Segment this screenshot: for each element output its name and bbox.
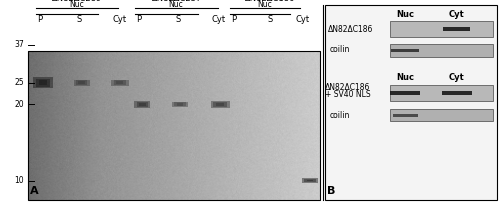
Bar [390,21,492,37]
Bar [307,180,313,181]
Bar [36,79,50,86]
Bar [392,49,419,52]
Bar [214,102,226,106]
Bar [216,103,224,106]
Bar [38,80,46,85]
Bar [390,109,492,121]
Text: Nuc: Nuc [258,0,272,9]
Bar [390,85,492,101]
Bar [392,114,417,117]
Text: 37: 37 [14,40,24,49]
Text: ΔN82ΔC186: ΔN82ΔC186 [325,83,370,92]
Text: S: S [268,15,272,24]
Bar [140,103,145,106]
Bar [32,77,52,88]
Text: A: A [30,186,38,196]
Text: Cyt: Cyt [448,73,464,82]
Text: Cyt: Cyt [448,10,464,19]
Text: S: S [176,15,180,24]
Bar [78,81,84,84]
Bar [114,80,126,85]
Text: Cyt: Cyt [113,15,127,24]
Bar [177,103,183,106]
Bar [74,80,90,86]
Text: Nuc: Nuc [396,10,414,19]
Bar [116,81,123,84]
Text: ΔN82ΔC289: ΔN82ΔC289 [52,0,102,3]
Bar [174,102,186,106]
Text: Cyt: Cyt [296,15,310,24]
Text: P: P [136,15,141,24]
Text: ΔN82ΔC186: ΔN82ΔC186 [328,25,373,34]
Bar [28,51,320,200]
Text: Nuc: Nuc [396,73,414,82]
Text: ΔN82ΔC237: ΔN82ΔC237 [152,0,202,3]
Bar [390,44,492,57]
Text: P: P [38,15,43,24]
Bar [390,91,420,95]
Bar [172,102,188,107]
Text: ΔN82ΔC186: ΔN82ΔC186 [245,0,295,3]
Bar [443,27,470,31]
Bar [76,80,87,85]
Bar [442,91,472,95]
Text: coilin: coilin [330,111,350,120]
Text: coilin: coilin [330,45,350,54]
Text: P: P [232,15,236,24]
Text: 20: 20 [14,100,24,109]
Text: 10: 10 [14,176,24,185]
Text: S: S [76,15,82,24]
Text: B: B [328,186,336,196]
Bar [137,102,148,106]
Bar [304,179,316,182]
Bar [210,101,230,108]
Text: Nuc: Nuc [69,0,84,9]
Bar [302,178,318,183]
Bar [325,5,496,200]
Text: + SV40 NLS: + SV40 NLS [325,90,370,99]
Text: Cyt: Cyt [212,15,226,24]
Text: 25: 25 [14,78,24,87]
Text: Nuc: Nuc [168,0,184,9]
Bar [134,101,150,108]
Bar [111,80,128,86]
